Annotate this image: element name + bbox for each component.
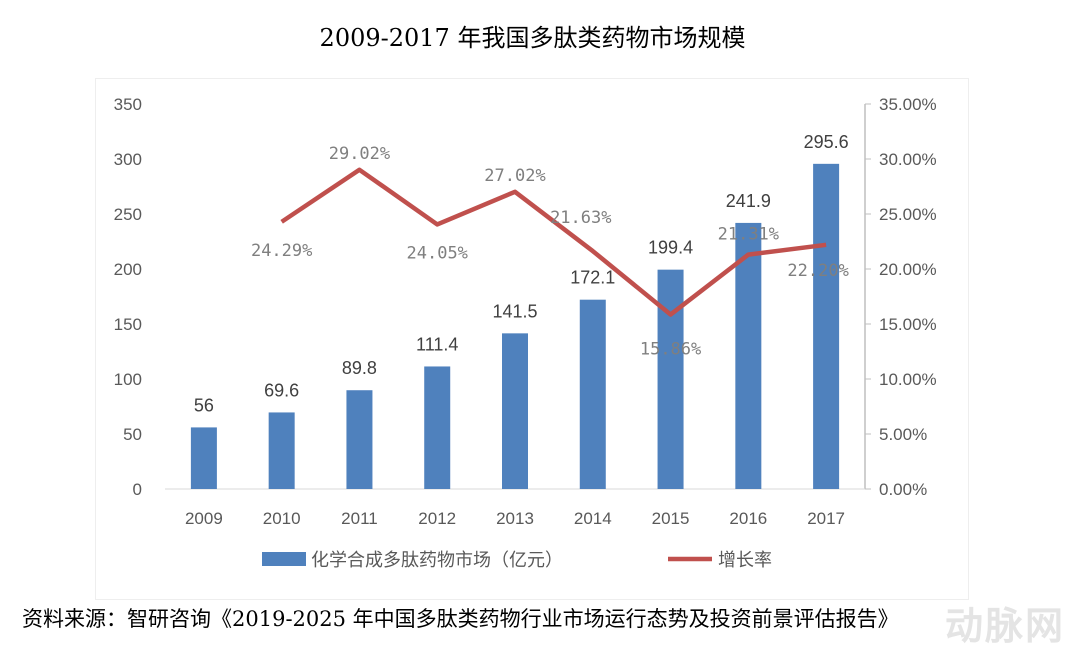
bar-label: 69.6 — [264, 380, 299, 400]
bar — [190, 427, 217, 489]
right-axis-tick: 15.00% — [879, 315, 937, 334]
bar — [579, 299, 606, 489]
bar-label: 295.6 — [804, 132, 849, 152]
legend-line-label: 增长率 — [718, 550, 772, 570]
x-axis-tick: 2012 — [418, 509, 456, 528]
line-label: 21.63% — [550, 208, 611, 228]
bar-label: 141.5 — [492, 301, 537, 321]
growth-line — [280, 167, 827, 317]
bar — [346, 390, 373, 489]
line-label: 24.05% — [407, 243, 468, 263]
chart-title: 2009-2017 年我国多肽类药物市场规模 — [319, 24, 746, 52]
line-label: 29.02% — [329, 144, 390, 164]
left-axis-tick: 200 — [114, 260, 142, 279]
x-axis-tick: 2015 — [652, 509, 690, 528]
right-axis-tick: 35.00% — [879, 95, 937, 114]
right-axis-tick: 30.00% — [879, 150, 937, 169]
legend-bar-swatch — [262, 552, 306, 566]
right-axis-tick: 20.00% — [879, 260, 937, 279]
source-note: 资料来源：智研咨询《2019-2025 年中国多肽类药物行业市场运行态势及投资前… — [22, 607, 899, 631]
bar-label: 89.8 — [342, 358, 377, 378]
x-axis-tick: 2013 — [496, 509, 534, 528]
right-axis-tick: 25.00% — [879, 205, 937, 224]
watermark-logo: 动脉网 — [945, 604, 1065, 648]
line-label: 21.31% — [718, 225, 779, 245]
legend-bar-label: 化学合成多肽药物市场（亿元） — [311, 550, 563, 570]
left-axis-tick: 50 — [123, 425, 142, 444]
x-axis-tick: 2011 — [341, 509, 378, 528]
bar-label: 56 — [194, 395, 214, 415]
line-label: 22.20% — [787, 261, 848, 281]
bar-label: 172.1 — [570, 268, 615, 288]
left-axis-tick: 0 — [133, 480, 142, 499]
left-axis-tick: 100 — [114, 370, 142, 389]
right-axis-tick: 0.00% — [879, 480, 927, 499]
left-axis-tick: 150 — [114, 315, 142, 334]
bar — [268, 412, 295, 489]
bar-label: 199.4 — [648, 238, 693, 258]
x-axis-tick: 2014 — [574, 509, 612, 528]
bar — [502, 333, 528, 489]
x-axis-tick: 2017 — [807, 509, 845, 528]
bar — [735, 222, 762, 489]
line-label: 24.29% — [251, 241, 312, 261]
bar-label: 111.4 — [416, 334, 458, 354]
x-axis-tick: 2016 — [729, 509, 767, 528]
x-axis-tick: 2010 — [263, 509, 301, 528]
right-axis-tick: 5.00% — [879, 425, 927, 444]
left-axis-tick: 350 — [114, 95, 142, 114]
right-axis-tick: 10.00% — [879, 370, 937, 389]
bar — [657, 269, 684, 489]
line-label: 15.86% — [640, 340, 701, 360]
chart-frame — [95, 78, 969, 600]
left-axis-tick: 300 — [114, 150, 142, 169]
bar — [424, 366, 451, 489]
left-axis-tick: 250 — [114, 205, 142, 224]
bar — [813, 163, 840, 489]
x-axis-tick: 2009 — [185, 509, 223, 528]
bar-label: 241.9 — [726, 191, 771, 211]
line-label: 27.02% — [484, 166, 545, 186]
